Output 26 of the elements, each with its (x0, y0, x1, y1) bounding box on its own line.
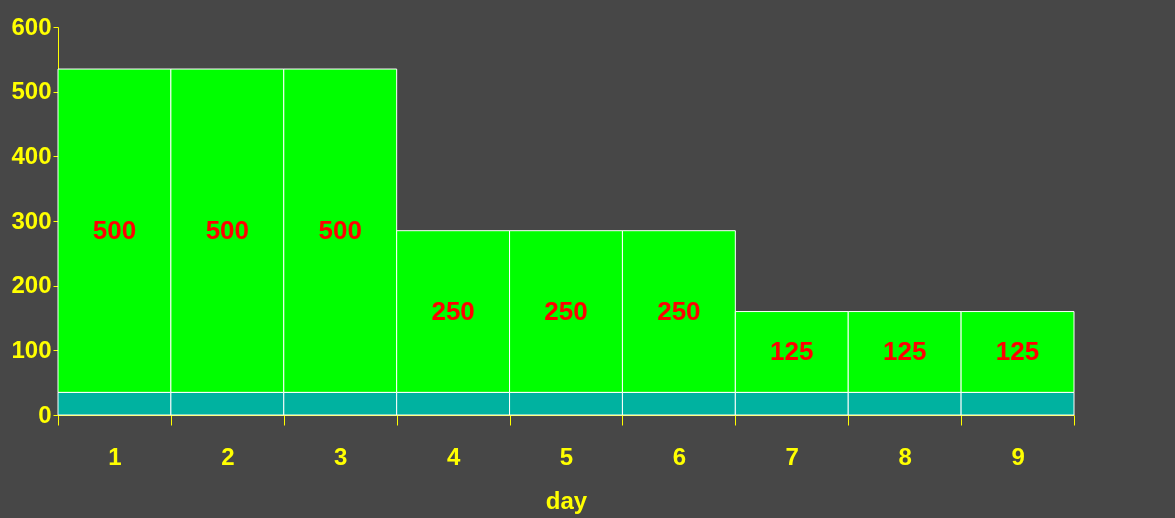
y-tick-label: 100 (11, 335, 52, 363)
x-tick-label: 2 (221, 442, 235, 470)
x-tick-label: 8 (898, 442, 912, 470)
y-tick-label: 200 (11, 271, 52, 299)
x-axis-title: day (545, 486, 588, 514)
x-tick-label: 7 (785, 442, 799, 470)
data-label: 125 (995, 335, 1040, 366)
y-tick-label: 0 (38, 400, 52, 428)
data-label: 500 (318, 214, 362, 245)
y-tick-label: 500 (11, 77, 52, 105)
data-label: 250 (431, 295, 475, 326)
data-label: 250 (544, 295, 588, 326)
y-tick-label: 300 (11, 206, 52, 234)
data-label: 250 (657, 295, 701, 326)
x-tick-label: 1 (108, 442, 122, 470)
data-label: 125 (882, 335, 927, 366)
data-label: 500 (205, 214, 250, 245)
x-tick-label: 6 (672, 442, 687, 470)
x-tick-label: 3 (334, 442, 348, 470)
data-label: 125 (770, 335, 814, 366)
y-tick-label: 400 (11, 141, 52, 169)
x-tick-label: 5 (559, 442, 574, 470)
y-tick-label: 600 (11, 12, 52, 40)
data-label: 500 (92, 214, 137, 245)
x-tick-label: 9 (1011, 442, 1025, 470)
x-tick-label: 4 (446, 442, 461, 470)
